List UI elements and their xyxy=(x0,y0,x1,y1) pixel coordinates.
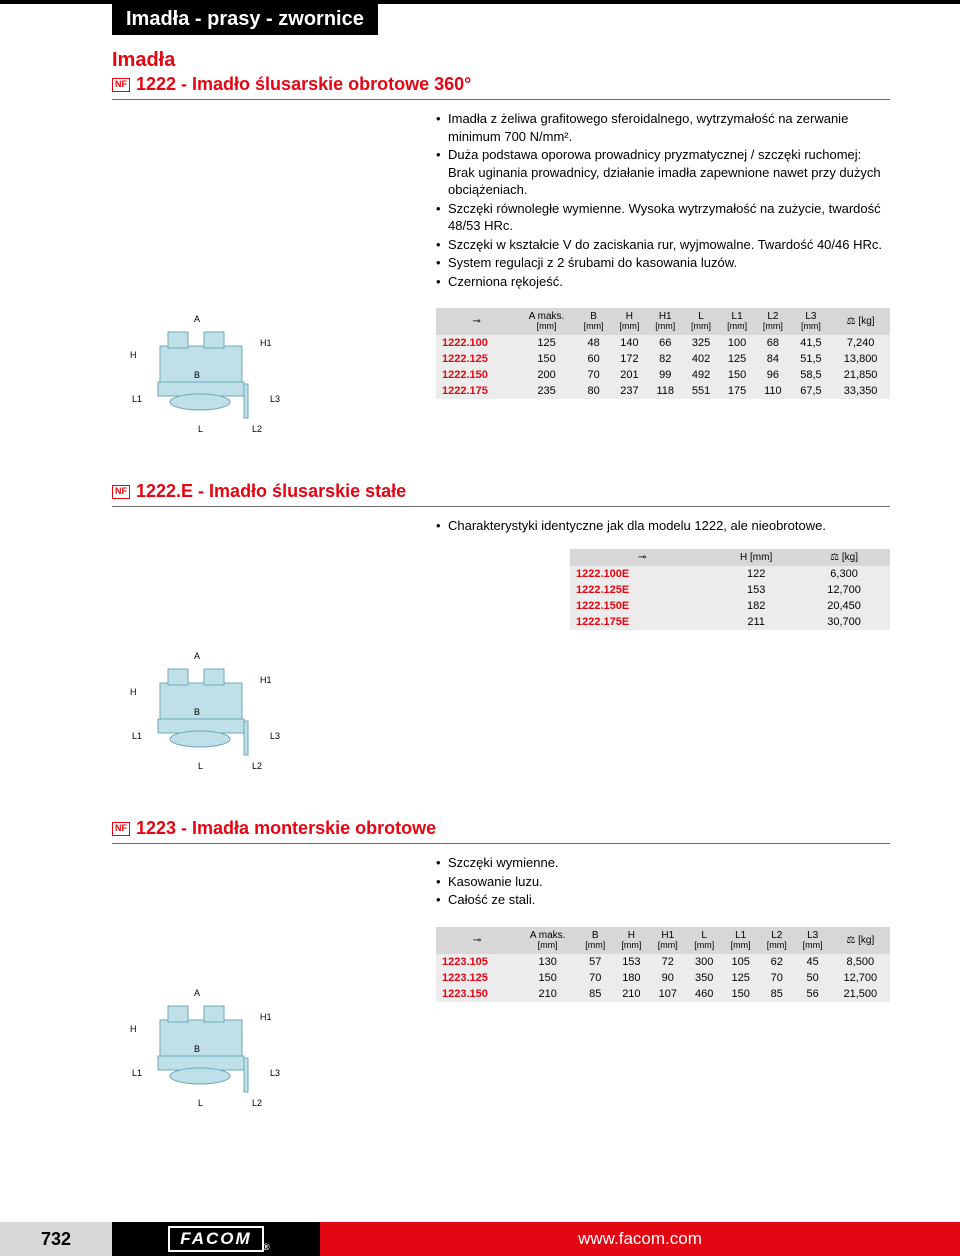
section2-bullets: Charakterystyki identyczne jak dla model… xyxy=(436,517,890,535)
nf-icon: NF xyxy=(112,822,130,836)
table-row: 1222.175E21130,700 xyxy=(570,614,890,630)
svg-text:B: B xyxy=(194,370,200,380)
section1-heading: NF 1222 - Imadło ślusarskie obrotowe 360… xyxy=(112,74,890,100)
vise-diagram-2: A H H1 B L1 L3 L L2 xyxy=(112,647,412,782)
table-row: 1222.150E18220,450 xyxy=(570,598,890,614)
footer-url: www.facom.com xyxy=(320,1222,960,1256)
table-row: 1222.10012548140663251006841,57,240 xyxy=(436,335,890,351)
key-icon: ⊸ xyxy=(470,935,484,945)
group-title: Imadła xyxy=(112,49,890,72)
bullet: Szczęki wymienne. xyxy=(436,854,890,872)
nf-icon: NF xyxy=(112,485,130,499)
svg-text:H1: H1 xyxy=(260,675,272,685)
svg-text:A: A xyxy=(194,651,200,661)
section2-heading: NF 1222.E - Imadło ślusarskie stałe xyxy=(112,481,890,507)
table-1223: ⊸ A maks.[mm] B[mm] H[mm] H1[mm] L[mm] L… xyxy=(436,927,890,1002)
bullet: Szczęki równoległe wymienne. Wysoka wytr… xyxy=(436,200,890,235)
svg-text:B: B xyxy=(194,707,200,717)
section1-bullets: Imadła z żeliwa grafitowego sferoidalneg… xyxy=(436,110,890,290)
svg-text:L3: L3 xyxy=(270,1068,280,1078)
svg-text:H: H xyxy=(130,350,137,360)
section3-heading-text: 1223 - Imadła monterskie obrotowe xyxy=(136,818,436,839)
page-number: 732 xyxy=(0,1222,112,1256)
weight-icon: ⚖ xyxy=(830,552,839,563)
svg-text:H: H xyxy=(130,1024,137,1034)
svg-text:H: H xyxy=(130,687,137,697)
bullet: Duża podstawa oporowa prowadnicy pryzmat… xyxy=(436,146,890,199)
weight-icon: ⚖ xyxy=(847,316,856,327)
svg-text:L3: L3 xyxy=(270,394,280,404)
bullet: Charakterystyki identyczne jak dla model… xyxy=(436,517,890,535)
section3-heading: NF 1223 - Imadła monterskie obrotowe xyxy=(112,818,890,844)
table-row: 1222.15020070201994921509658,521,850 xyxy=(436,367,890,383)
key-icon: ⊸ xyxy=(470,316,484,326)
table-1222: ⊸ A maks.[mm] B[mm] H[mm] H1[mm] L[mm] L… xyxy=(436,308,890,399)
svg-text:L1: L1 xyxy=(132,1068,142,1078)
bullet: Imadła z żeliwa grafitowego sferoidalneg… xyxy=(436,110,890,145)
table-row: 1222.12515060172824021258451,513,800 xyxy=(436,351,890,367)
nf-icon: NF xyxy=(112,78,130,92)
table-row: 1223.1251507018090350125705012,700 xyxy=(436,970,890,986)
category-header: Imadła - prasy - zwornice xyxy=(112,4,378,35)
svg-text:L2: L2 xyxy=(252,1098,262,1108)
brand-logo: FACOM xyxy=(112,1222,320,1256)
svg-text:L2: L2 xyxy=(252,761,262,771)
section3-bullets: Szczęki wymienne. Kasowanie luzu. Całość… xyxy=(436,854,890,909)
bullet: Czerniona rękojeść. xyxy=(436,273,890,291)
table-row: 1223.15021085210107460150855621,500 xyxy=(436,986,890,1002)
bullet: Szczęki w kształcie V do zaciskania rur,… xyxy=(436,236,890,254)
svg-text:L: L xyxy=(198,424,203,434)
table-row: 1222.125E15312,700 xyxy=(570,582,890,598)
bullet: Kasowanie luzu. xyxy=(436,873,890,891)
page-footer: 732 FACOM www.facom.com xyxy=(0,1222,960,1256)
svg-text:A: A xyxy=(194,314,200,324)
svg-text:L1: L1 xyxy=(132,731,142,741)
svg-text:L1: L1 xyxy=(132,394,142,404)
svg-text:L2: L2 xyxy=(252,424,262,434)
svg-text:H1: H1 xyxy=(260,338,272,348)
table-row: 1222.1752358023711855117511067,533,350 xyxy=(436,383,890,399)
svg-text:H1: H1 xyxy=(260,1012,272,1022)
section1-heading-text: 1222 - Imadło ślusarskie obrotowe 360° xyxy=(136,74,471,95)
table-1222e: ⊸ H [mm] ⚖ [kg] 1222.100E1226,3001222.12… xyxy=(570,549,890,630)
table-row: 1222.100E1226,300 xyxy=(570,566,890,582)
svg-text:L3: L3 xyxy=(270,731,280,741)
table-row: 1223.105130571537230010562458,500 xyxy=(436,954,890,970)
vise-diagram-1: A H H1 B L1 L3 L L2 xyxy=(112,310,412,445)
svg-text:A: A xyxy=(194,988,200,998)
svg-text:L: L xyxy=(198,761,203,771)
svg-text:L: L xyxy=(198,1098,203,1108)
weight-icon: ⚖ xyxy=(846,935,855,946)
bullet: Całość ze stali. xyxy=(436,891,890,909)
key-icon: ⊸ xyxy=(635,552,649,562)
section2-heading-text: 1222.E - Imadło ślusarskie stałe xyxy=(136,481,406,502)
bullet: System regulacji z 2 śrubami do kasowani… xyxy=(436,254,890,272)
svg-text:B: B xyxy=(194,1044,200,1054)
vise-diagram-3: A H H1 B L1 L3 L L2 xyxy=(112,984,412,1119)
